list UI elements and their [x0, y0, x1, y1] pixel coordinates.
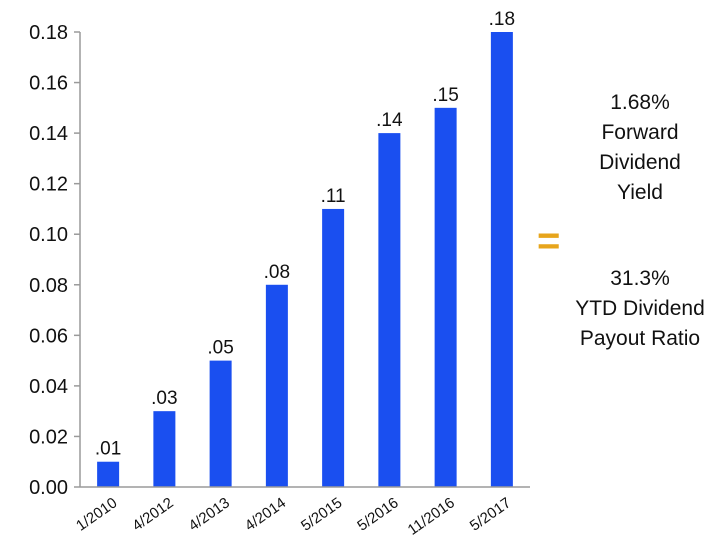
data-label: .08: [264, 262, 290, 283]
y-tick-label: 0.10: [29, 224, 68, 246]
data-label: .11: [321, 186, 346, 207]
x-tick-label: 4/2013: [186, 494, 233, 534]
yield-label-line1: Forward: [601, 121, 679, 144]
y-tick-label: 0.00: [29, 477, 68, 499]
dividend-bar-chart: 0.00 0.02 0.04 0.06 0.08 0.10 0.12 0.14 0.16 0.18…: [29, 9, 530, 539]
bars: [97, 32, 513, 487]
bar: [209, 360, 232, 487]
x-tick-label: 5/2017: [467, 494, 514, 534]
y-tick-label: 0.18: [29, 22, 68, 44]
data-label: .03: [151, 388, 177, 409]
data-label: .15: [432, 85, 458, 106]
data-label: .18: [489, 9, 515, 30]
y-tick-label: 0.02: [29, 426, 68, 448]
payout-label-line1: YTD Dividend: [575, 297, 705, 320]
bar: [490, 32, 513, 487]
x-tick-label: 11/2016: [405, 494, 458, 538]
y-tick-label: 0.12: [29, 174, 68, 196]
data-label: .05: [207, 338, 233, 359]
x-axis: 1/2010 4/2012 4/2013 4/2014 5/2015 5/2016 11/2…: [73, 486, 530, 539]
bar: [434, 107, 457, 487]
y-axis: 0.00 0.02 0.04 0.06 0.08 0.10 0.12 0.14 0.16 0.18: [29, 22, 81, 499]
y-tick-label: 0.04: [29, 376, 68, 398]
y-tick-label: 0.08: [29, 275, 68, 297]
yield-value: 1.68%: [610, 91, 670, 114]
payout-value: 31.3%: [610, 267, 670, 290]
yield-label-line3: Yield: [617, 181, 663, 204]
equals-sign: =: [537, 219, 561, 263]
data-labels: .01 .03 .05 .08 .11 .14 .15 .18: [95, 9, 515, 460]
bar: [265, 284, 288, 487]
x-tick-label: 1/2010: [73, 494, 120, 534]
y-tick-label: 0.06: [29, 325, 68, 347]
x-tick-label: 5/2015: [298, 494, 345, 534]
data-label: .14: [376, 110, 403, 131]
bar: [378, 133, 401, 487]
x-tick-label: 4/2014: [242, 494, 289, 534]
bar: [97, 461, 120, 487]
y-tick-label: 0.16: [29, 73, 68, 95]
y-tick-label: 0.14: [29, 123, 68, 145]
x-tick-label: 5/2016: [354, 494, 401, 534]
payout-label-line2: Payout Ratio: [579, 327, 701, 350]
bar: [153, 411, 176, 487]
bar: [322, 208, 345, 487]
yield-label-line2: Dividend: [599, 151, 681, 174]
data-label: .01: [95, 439, 121, 460]
dividend-summary: 1.68% Forward Dividend Yield 31.3% YTD D…: [560, 88, 720, 354]
x-tick-label: 4/2012: [129, 494, 176, 534]
